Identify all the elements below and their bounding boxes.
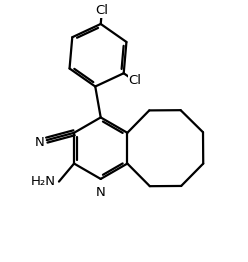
Text: N: N [96, 186, 106, 199]
Text: H₂N: H₂N [30, 175, 55, 188]
Text: Cl: Cl [128, 74, 141, 88]
Text: Cl: Cl [95, 4, 108, 17]
Text: N: N [35, 135, 45, 149]
